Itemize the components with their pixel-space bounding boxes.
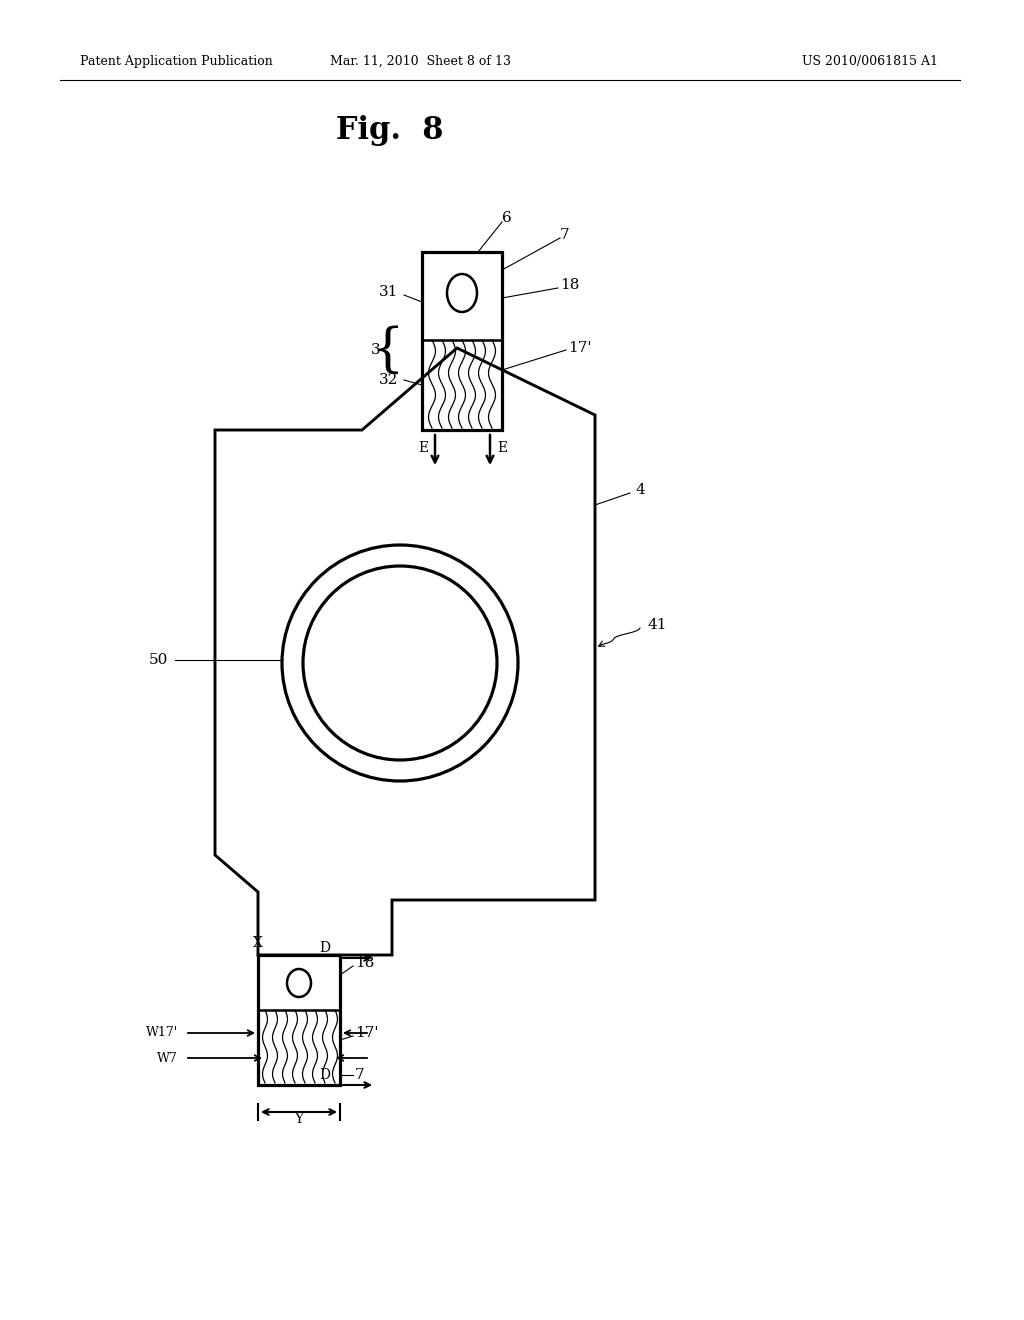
Text: 50: 50 <box>148 653 168 667</box>
Text: W7: W7 <box>158 1052 178 1064</box>
Text: Patent Application Publication: Patent Application Publication <box>80 55 272 69</box>
Text: E: E <box>497 441 507 455</box>
Text: X: X <box>253 936 263 950</box>
Text: Fig.  8: Fig. 8 <box>336 115 443 147</box>
Text: 17': 17' <box>568 341 592 355</box>
Text: 18: 18 <box>560 279 580 292</box>
Text: 4: 4 <box>635 483 645 498</box>
Text: 41: 41 <box>648 618 668 632</box>
Text: E: E <box>418 441 428 455</box>
Text: W17': W17' <box>145 1027 178 1040</box>
Text: 17': 17' <box>355 1026 379 1040</box>
Text: Mar. 11, 2010  Sheet 8 of 13: Mar. 11, 2010 Sheet 8 of 13 <box>330 55 511 69</box>
Text: 32: 32 <box>379 374 398 387</box>
Text: 7: 7 <box>355 1068 365 1082</box>
Text: {: { <box>371 325 404 375</box>
Text: 7: 7 <box>560 228 569 242</box>
Text: 31: 31 <box>379 285 398 300</box>
Text: Y: Y <box>295 1111 303 1126</box>
Text: 3: 3 <box>371 343 380 356</box>
Text: D: D <box>319 941 330 954</box>
Text: D: D <box>319 1068 330 1082</box>
Text: 18: 18 <box>355 956 375 970</box>
Text: 6: 6 <box>502 211 512 224</box>
Text: US 2010/0061815 A1: US 2010/0061815 A1 <box>802 55 938 69</box>
